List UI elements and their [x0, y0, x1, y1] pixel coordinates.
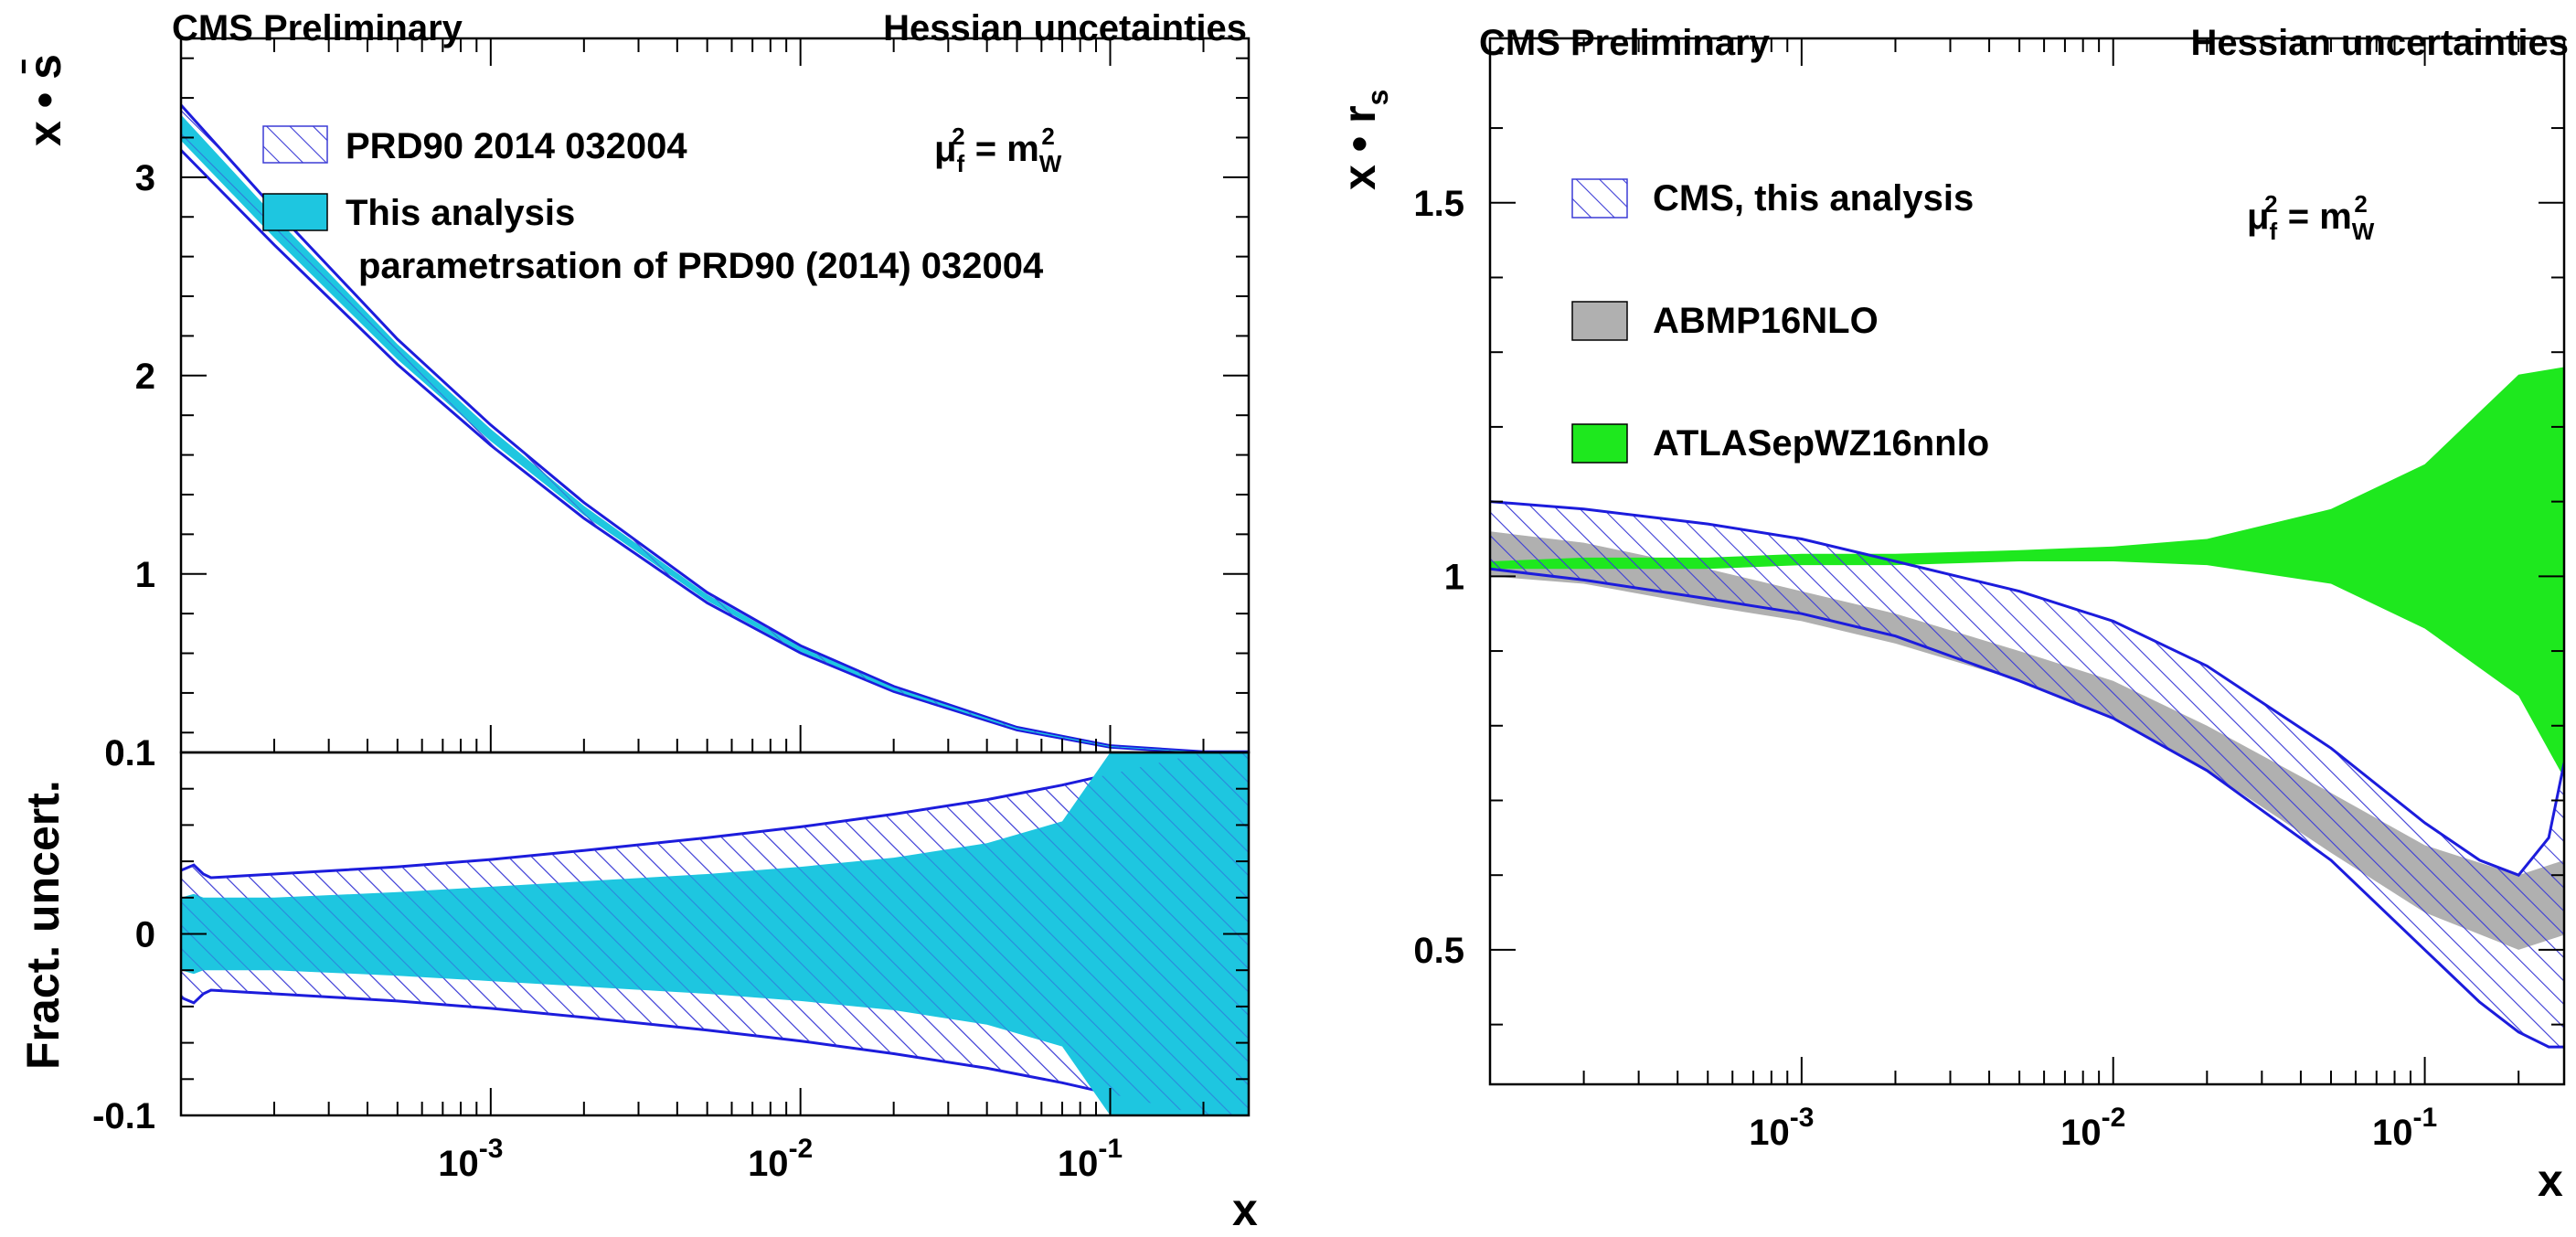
left-top-this-band — [181, 114, 1249, 752]
right-legend: CMS, this analysis ABMP16NLO ATLASepWZ16… — [1571, 178, 1989, 464]
left-top-axes: 3 2 1 0.1 — [104, 38, 1249, 773]
right-cms-band — [1490, 501, 2564, 1048]
right-legend-label-atlas: ATLASepWZ16nnlo — [1653, 423, 1989, 464]
left-top-prd90-lower-edge — [181, 149, 1249, 752]
left-top-ylabel: x • s̄ — [19, 54, 70, 146]
left-top-ytick-label: 1 — [135, 555, 155, 595]
right-xtick-label: 10-3 — [1749, 1103, 1814, 1153]
left-bottom-xtick-label: 10-2 — [748, 1134, 813, 1184]
right-bands — [1490, 367, 2564, 1049]
left-top-ytick-label: 3 — [135, 158, 155, 198]
left-legend-swatch-prd90 — [262, 125, 328, 164]
right-ylabel: x • rs — [1334, 90, 1394, 190]
right-ytick-label: 0.5 — [1413, 931, 1464, 971]
right-atlas-band — [1490, 367, 2564, 778]
left-top-ylabel-text: x • s̄ — [19, 54, 70, 146]
left-bottom-xtick-label: 10-1 — [1058, 1134, 1123, 1184]
right-legend-swatch-cms — [1571, 178, 1628, 219]
left-top-prd90-overlay — [181, 104, 1249, 752]
left-bottom-prd90-overlay — [181, 752, 1249, 1115]
right-scale-note: μf2 = mW2 — [2247, 190, 2375, 245]
left-header-uncert: Hessian uncetainties — [883, 8, 1247, 48]
left-bottom-axes: 0.1 0 -0.1 10-3 10-2 10-1 — [92, 733, 1249, 1184]
left-legend-swatch-this — [262, 193, 328, 231]
right-xtick-label: 10-2 — [2060, 1103, 2125, 1153]
right-ytick-label: 1.5 — [1413, 184, 1464, 224]
left-top-bands — [181, 103, 1249, 752]
left-top-prd90-upper-edge — [181, 103, 1249, 752]
right-legend-label-cms: CMS, this analysis — [1653, 178, 1974, 219]
left-bottom-ytick-label: 0.1 — [104, 733, 155, 773]
left-legend-label-this: This analysis — [346, 193, 575, 233]
left-legend-label-this-line2: parametrsation of PRD90 (2014) 032004 — [358, 246, 1044, 286]
left-legend: PRD90 2014 032004 This analysis parametr… — [262, 125, 1044, 286]
right-frame — [1488, 37, 2566, 1086]
right-xlabel: x — [2538, 1155, 2563, 1206]
left-scale-note: μf2 = mW2 — [934, 123, 1062, 177]
right-xtick-label: 10-1 — [2372, 1103, 2437, 1153]
left-top-prd90-band — [181, 104, 1249, 752]
left-bottom-xtick-label: 10-3 — [438, 1134, 503, 1184]
left-xlabel: x — [1232, 1184, 1258, 1235]
left-bottom-ytick-label: 0 — [135, 915, 155, 955]
left-bottom-ytick-label: -0.1 — [92, 1096, 155, 1136]
right-legend-label-abmp: ABMP16NLO — [1653, 301, 1879, 341]
left-top-ytick-label: 0.1 — [104, 733, 155, 773]
right-header-cms: CMS Preliminary — [1479, 23, 1771, 63]
right-legend-swatch-abmp — [1571, 301, 1628, 341]
left-bottom-bands — [181, 752, 1249, 1115]
right-cms-upper-edge — [1490, 500, 2564, 877]
right-header-uncert: Hessian uncertainties — [2191, 23, 2570, 63]
left-top-ytick-label: 2 — [135, 357, 155, 397]
right-legend-swatch-atlas — [1571, 423, 1628, 464]
left-legend-label-prd90: PRD90 2014 032004 — [346, 126, 687, 166]
left-header-cms: CMS Preliminary — [172, 8, 463, 48]
right-axes: 1.5 1 0.5 10-3 10-2 10-1 — [1413, 38, 2564, 1153]
left-bottom-ylabel: Fract. uncert. — [17, 780, 69, 1070]
right-cms-lower-edge — [1490, 567, 2564, 1049]
right-ytick-label: 1 — [1444, 557, 1464, 597]
left-top-frame — [179, 37, 1251, 754]
